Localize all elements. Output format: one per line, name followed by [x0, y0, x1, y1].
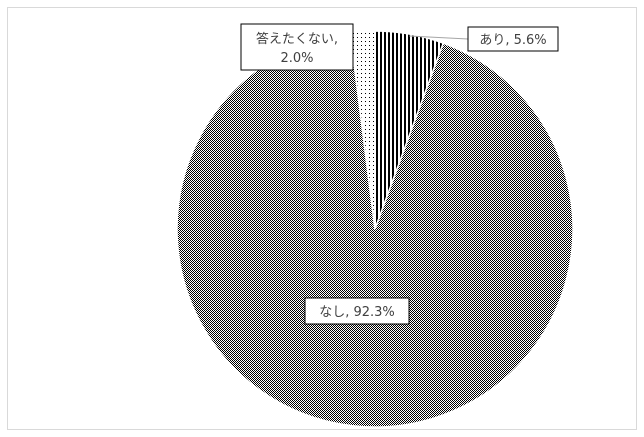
data-labels: なし, 92.3% あり, 5.6% 答えたくない, 2.0%	[240, 23, 559, 325]
data-label-box	[467, 26, 559, 52]
data-label-text-line1: 答えたくない,	[256, 31, 338, 47]
data-label-text: なし, 92.3%	[319, 305, 395, 320]
data-label-3: 答えたくない, 2.0%	[240, 23, 354, 71]
pie-chart: なし, 92.3% あり, 5.6% 答えたくない, 2.0%	[176, 23, 574, 428]
data-label-1: なし, 92.3%	[304, 297, 410, 325]
data-label-text-line2: 2.0%	[280, 51, 313, 66]
data-label-2: あり, 5.6%	[467, 26, 559, 52]
data-label-box	[240, 23, 354, 71]
chart-area: なし, 92.3% あり, 5.6% 答えたくない, 2.0%	[7, 7, 637, 430]
leader-lines	[409, 35, 469, 40]
leader-line-1	[409, 35, 469, 40]
pie-slice-1	[176, 31, 574, 428]
data-label-box	[304, 297, 410, 325]
data-label-text: あり, 5.6%	[479, 33, 546, 48]
pie-slices	[176, 30, 574, 428]
